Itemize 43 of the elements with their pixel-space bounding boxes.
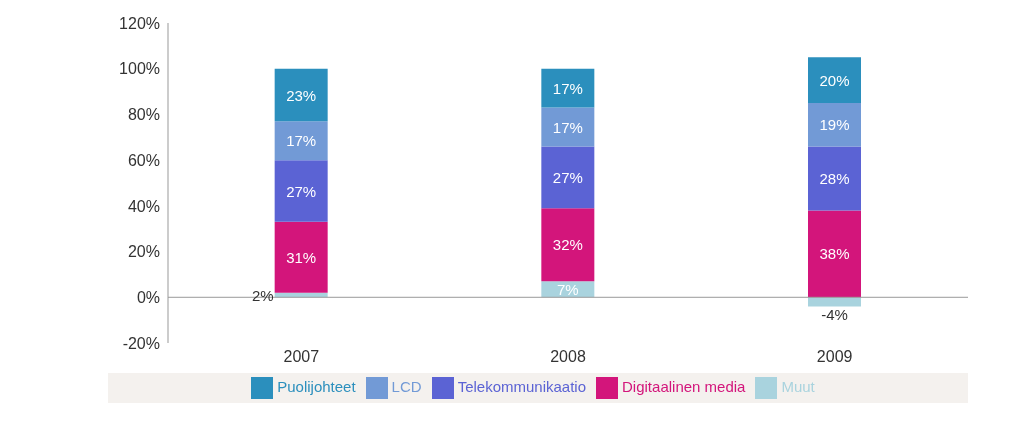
y-tick-label: 80% — [127, 106, 160, 124]
data-label: 2% — [251, 286, 274, 304]
bar — [274, 121, 328, 161]
legend-label: Muut — [781, 377, 815, 395]
y-tick-label: -20% — [122, 334, 160, 352]
data-label: 20% — [819, 71, 850, 89]
legend-label: Puolijohteet — [277, 377, 356, 395]
bar — [274, 68, 328, 122]
bar — [808, 57, 861, 103]
data-label: 7% — [556, 280, 579, 298]
bar — [808, 210, 861, 298]
data-label: 23% — [286, 86, 317, 104]
y-tick-label: 40% — [127, 197, 160, 215]
x-tick-label: 2008 — [550, 348, 586, 366]
data-label: 28% — [819, 169, 850, 187]
y-tick-label: 0% — [136, 288, 160, 306]
data-label: 27% — [286, 182, 317, 200]
data-label: 17% — [552, 118, 583, 136]
y-tick-label: 120% — [119, 14, 160, 32]
bar — [541, 208, 595, 282]
data-label: 38% — [819, 245, 850, 263]
data-label: 32% — [552, 236, 583, 254]
y-tick-label: 60% — [127, 151, 160, 169]
bar — [808, 103, 861, 147]
legend-label: Digitaalinen media — [622, 377, 746, 395]
data-label: 31% — [286, 248, 317, 266]
x-tick-label: 2007 — [283, 348, 320, 366]
bar — [808, 146, 861, 211]
bar — [541, 68, 595, 108]
legend-label: LCD — [391, 377, 422, 395]
bar — [541, 107, 595, 147]
bar — [274, 221, 328, 293]
data-label: 27% — [552, 168, 583, 186]
bar — [541, 146, 595, 209]
y-tick-label: 20% — [127, 243, 160, 261]
bar — [274, 160, 328, 222]
y-tick-label: 100% — [119, 60, 160, 78]
legend-label: Telekommunikaatio — [457, 377, 587, 395]
data-label: 17% — [552, 79, 583, 97]
x-tick-label: 2009 — [816, 348, 853, 366]
data-label: -4% — [821, 305, 848, 323]
data-label: 19% — [819, 116, 850, 134]
data-label: 17% — [286, 132, 317, 150]
